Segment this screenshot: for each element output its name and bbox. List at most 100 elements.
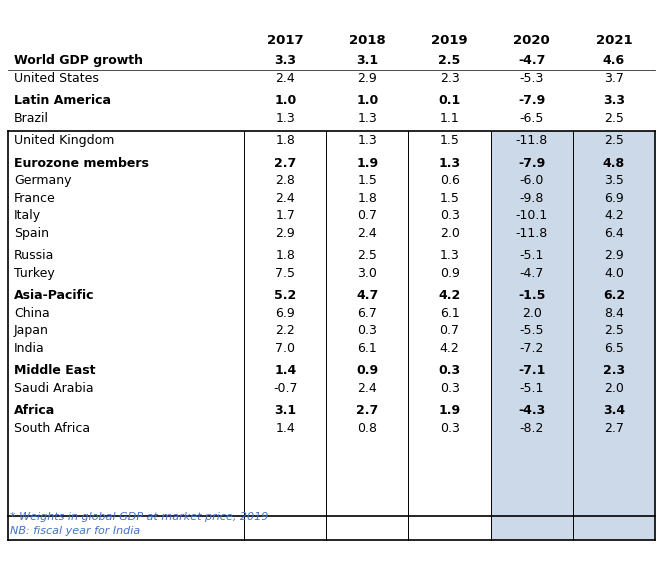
Bar bbox=[573, 131, 655, 540]
Text: 0.9: 0.9 bbox=[356, 364, 378, 377]
Text: France: France bbox=[14, 192, 56, 204]
Text: * Weights in global GDP at market price, 2019: * Weights in global GDP at market price,… bbox=[10, 512, 269, 522]
Text: 2.5: 2.5 bbox=[438, 55, 461, 67]
Text: 2.8: 2.8 bbox=[275, 174, 295, 187]
Text: -5.1: -5.1 bbox=[519, 382, 544, 395]
Text: Saudi Arabia: Saudi Arabia bbox=[14, 382, 94, 395]
Text: China: China bbox=[14, 307, 50, 320]
Text: -5.3: -5.3 bbox=[519, 72, 544, 85]
Text: 7.5: 7.5 bbox=[275, 267, 295, 280]
Text: 2020: 2020 bbox=[513, 34, 550, 47]
Text: 6.5: 6.5 bbox=[604, 342, 624, 355]
Text: 2.3: 2.3 bbox=[440, 72, 460, 85]
Text: 0.3: 0.3 bbox=[358, 324, 377, 337]
Text: -4.3: -4.3 bbox=[518, 404, 545, 417]
Text: 0.6: 0.6 bbox=[440, 174, 460, 187]
Text: Spain: Spain bbox=[14, 227, 49, 240]
Text: 2.4: 2.4 bbox=[275, 192, 295, 204]
Text: Latin America: Latin America bbox=[14, 94, 111, 107]
Text: 1.7: 1.7 bbox=[275, 209, 295, 222]
Text: 1.1: 1.1 bbox=[440, 112, 460, 125]
Text: 6.2: 6.2 bbox=[603, 289, 625, 302]
Text: -7.2: -7.2 bbox=[519, 342, 544, 355]
Text: 3.4: 3.4 bbox=[603, 404, 625, 417]
Text: 6.9: 6.9 bbox=[275, 307, 295, 320]
Text: 3.3: 3.3 bbox=[274, 55, 296, 67]
Text: 3.1: 3.1 bbox=[274, 404, 297, 417]
Text: 6.4: 6.4 bbox=[604, 227, 624, 240]
Text: 2.0: 2.0 bbox=[440, 227, 460, 240]
Text: 1.3: 1.3 bbox=[440, 249, 460, 262]
Text: 2.4: 2.4 bbox=[358, 227, 377, 240]
Text: 2.3: 2.3 bbox=[603, 364, 625, 377]
Text: 3.0: 3.0 bbox=[358, 267, 377, 280]
Text: 8.4: 8.4 bbox=[604, 307, 624, 320]
Text: NB: fiscal year for India: NB: fiscal year for India bbox=[10, 526, 140, 536]
Text: 1.5: 1.5 bbox=[440, 134, 460, 147]
Text: 4.0: 4.0 bbox=[604, 267, 624, 280]
Text: United Kingdom: United Kingdom bbox=[14, 134, 114, 147]
Text: 1.4: 1.4 bbox=[275, 422, 295, 435]
Text: 3.7: 3.7 bbox=[604, 72, 624, 85]
Text: India: India bbox=[14, 342, 45, 355]
Text: Eurozone members: Eurozone members bbox=[14, 157, 149, 170]
Text: 3.3: 3.3 bbox=[603, 94, 625, 107]
Text: Russia: Russia bbox=[14, 249, 55, 262]
Text: 2.5: 2.5 bbox=[604, 134, 624, 147]
Text: 0.1: 0.1 bbox=[438, 94, 461, 107]
Text: 6.7: 6.7 bbox=[358, 307, 377, 320]
Text: 7.0: 7.0 bbox=[275, 342, 295, 355]
Text: -1.5: -1.5 bbox=[518, 289, 545, 302]
Text: 2.9: 2.9 bbox=[604, 249, 624, 262]
Text: 2.2: 2.2 bbox=[275, 324, 295, 337]
Text: 5.2: 5.2 bbox=[274, 289, 297, 302]
Text: 0.9: 0.9 bbox=[440, 267, 460, 280]
Text: 6.9: 6.9 bbox=[604, 192, 624, 204]
Text: 2.5: 2.5 bbox=[358, 249, 377, 262]
Text: 0.7: 0.7 bbox=[440, 324, 460, 337]
Text: 1.8: 1.8 bbox=[275, 249, 295, 262]
Text: Brazil: Brazil bbox=[14, 112, 49, 125]
Text: 1.4: 1.4 bbox=[274, 364, 297, 377]
Text: 6.1: 6.1 bbox=[358, 342, 377, 355]
Text: 2018: 2018 bbox=[349, 34, 386, 47]
Text: Asia-Pacific: Asia-Pacific bbox=[14, 289, 94, 302]
Text: 1.3: 1.3 bbox=[438, 157, 461, 170]
Bar bbox=[491, 131, 573, 540]
Text: 2021: 2021 bbox=[596, 34, 632, 47]
Text: 4.2: 4.2 bbox=[438, 289, 461, 302]
Text: 4.2: 4.2 bbox=[604, 209, 624, 222]
Text: -7.1: -7.1 bbox=[518, 364, 545, 377]
Text: 2.7: 2.7 bbox=[356, 404, 378, 417]
Text: -6.0: -6.0 bbox=[519, 174, 544, 187]
Text: -7.9: -7.9 bbox=[518, 94, 545, 107]
Text: 4.6: 4.6 bbox=[603, 55, 625, 67]
Text: Africa: Africa bbox=[14, 404, 55, 417]
Text: 0.3: 0.3 bbox=[438, 364, 461, 377]
Text: 1.8: 1.8 bbox=[358, 192, 377, 204]
Text: 0.8: 0.8 bbox=[357, 422, 378, 435]
Text: 0.3: 0.3 bbox=[440, 422, 460, 435]
Text: -7.9: -7.9 bbox=[518, 157, 545, 170]
Text: -0.7: -0.7 bbox=[273, 382, 297, 395]
Text: 0.7: 0.7 bbox=[357, 209, 378, 222]
Text: 2.4: 2.4 bbox=[275, 72, 295, 85]
Text: 2.7: 2.7 bbox=[604, 422, 624, 435]
Text: World GDP growth: World GDP growth bbox=[14, 55, 143, 67]
Text: 1.9: 1.9 bbox=[356, 157, 378, 170]
Text: Italy: Italy bbox=[14, 209, 41, 222]
Text: 1.3: 1.3 bbox=[358, 112, 377, 125]
Text: 2.9: 2.9 bbox=[358, 72, 377, 85]
Text: Turkey: Turkey bbox=[14, 267, 55, 280]
Text: 1.5: 1.5 bbox=[358, 174, 377, 187]
Text: South Africa: South Africa bbox=[14, 422, 90, 435]
Text: -6.5: -6.5 bbox=[519, 112, 544, 125]
Text: 2019: 2019 bbox=[432, 34, 468, 47]
Text: -4.7: -4.7 bbox=[519, 267, 544, 280]
Text: 2.5: 2.5 bbox=[604, 324, 624, 337]
Text: -4.7: -4.7 bbox=[518, 55, 545, 67]
Text: 1.8: 1.8 bbox=[275, 134, 295, 147]
Text: -8.2: -8.2 bbox=[519, 422, 544, 435]
Text: -5.5: -5.5 bbox=[519, 324, 544, 337]
Text: 0.3: 0.3 bbox=[440, 382, 460, 395]
